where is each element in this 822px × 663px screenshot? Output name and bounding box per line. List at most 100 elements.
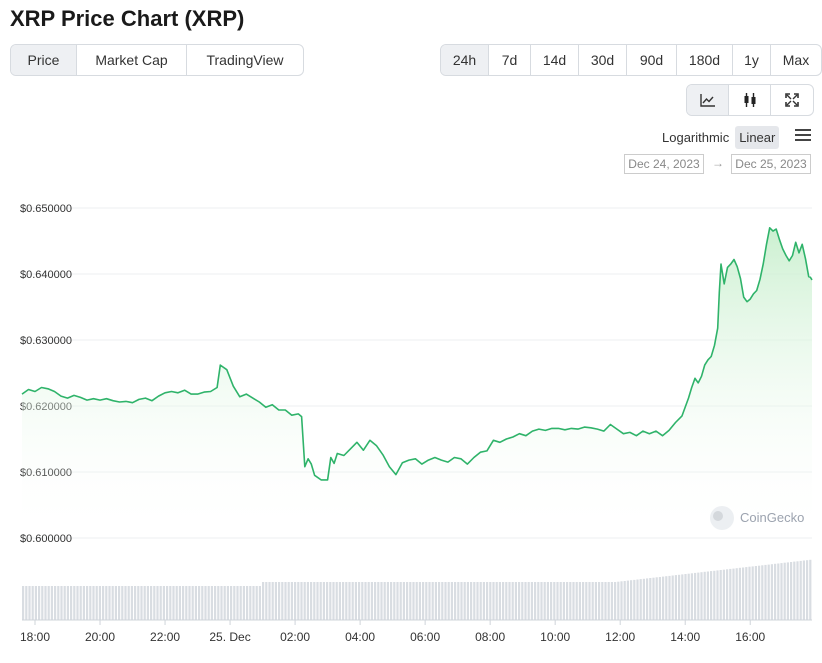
volume-bar (303, 582, 306, 620)
volume-bar (489, 582, 492, 620)
volume-bar (166, 586, 169, 620)
volume-bar (230, 586, 233, 620)
volume-bar (780, 563, 783, 620)
price-area (22, 227, 812, 539)
volume-bar (486, 582, 489, 620)
time-range-selector: 24h 7d 14d 30d 90d 180d 1y Max (440, 44, 822, 76)
volume-bar (703, 571, 706, 620)
volume-bar (121, 586, 124, 620)
volume-bar (758, 565, 761, 620)
volume-bar (351, 582, 354, 620)
volume-bar (476, 582, 479, 620)
volume-bar (63, 586, 66, 620)
date-from-field[interactable]: Dec 24, 2023 (624, 154, 704, 174)
volume-bar (114, 586, 117, 620)
volume-bar (31, 586, 34, 620)
scale-logarithmic[interactable]: Logarithmic (662, 130, 730, 145)
volume-bar (633, 579, 636, 620)
volume-bar (284, 582, 287, 620)
volume-bar (610, 582, 613, 620)
volume-bar (201, 586, 204, 620)
range-max[interactable]: Max (782, 52, 810, 68)
tab-price[interactable]: Price (11, 45, 77, 75)
volume-bar (514, 582, 517, 620)
date-to-field[interactable]: Dec 25, 2023 (731, 154, 811, 174)
volume-bar (140, 586, 143, 620)
range-180d[interactable]: 180d (677, 45, 733, 75)
x-axis-labels: 18:00 20:00 22:00 25. Dec 02:00 04:00 06:00 08:… (20, 620, 766, 644)
volume-bar (236, 586, 239, 620)
volume-bar (390, 582, 393, 620)
volume-bar (268, 582, 271, 620)
volume-bar (655, 577, 658, 620)
volume-bar (146, 586, 149, 620)
range-14d[interactable]: 14d (531, 45, 579, 75)
x-tick-label: 06:00 (410, 630, 440, 644)
volume-bar (226, 586, 229, 620)
volume-bar (751, 566, 754, 620)
volume-bar (105, 586, 108, 620)
volume-bar (220, 586, 223, 620)
volume-bar (572, 582, 575, 620)
range-90d[interactable]: 90d (627, 45, 677, 75)
volume-bar (233, 586, 236, 620)
range-7d[interactable]: 7d (489, 45, 531, 75)
volume-bar (594, 582, 597, 620)
tab-tradingview[interactable]: TradingView (206, 52, 284, 68)
volume-bar (687, 573, 690, 620)
scale-linear[interactable]: Linear (735, 126, 780, 149)
volume-bar (290, 582, 293, 620)
volume-bar (185, 586, 188, 620)
range-1y[interactable]: 1y (733, 45, 771, 75)
volume-bar (342, 582, 345, 620)
volume-bar (271, 582, 274, 620)
y-tick-label: $0.650000 (20, 203, 72, 215)
coingecko-watermark: CoinGecko (710, 506, 804, 530)
volume-bar (441, 582, 444, 620)
volume-bar (649, 578, 652, 620)
volume-bar (102, 586, 105, 620)
volume-bar (246, 586, 249, 620)
volume-bar (770, 564, 773, 620)
volume-bar (326, 582, 329, 620)
volume-bar (684, 574, 687, 620)
line-chart-button[interactable] (687, 85, 729, 115)
x-tick-label: 04:00 (345, 630, 375, 644)
volume-bar (505, 582, 508, 620)
volume-bar (726, 569, 729, 620)
x-tick-label: 22:00 (150, 630, 180, 644)
tab-market-cap[interactable]: Market Cap (77, 45, 187, 75)
volume-bar (735, 568, 738, 620)
volume-bar (258, 586, 261, 620)
volume-bar (422, 582, 425, 620)
volume-bar (374, 582, 377, 620)
volume-bar (57, 586, 60, 620)
volume-bar (402, 582, 405, 620)
volume-bar (274, 582, 277, 620)
chart-type-selector (686, 84, 814, 116)
candlestick-chart-button[interactable] (729, 85, 771, 115)
volume-bar (617, 581, 620, 620)
volume-bar (364, 582, 367, 620)
x-tick-label: 14:00 (670, 630, 700, 644)
expand-icon (785, 93, 799, 107)
volume-bar (66, 586, 69, 620)
volume-bar (540, 582, 543, 620)
volume-bar (642, 578, 645, 620)
volume-bar (287, 582, 290, 620)
volume-bar (783, 562, 786, 620)
watermark-text: CoinGecko (740, 510, 804, 525)
volume-bar (678, 574, 681, 620)
volume-bar (527, 582, 530, 620)
volume-bar (162, 586, 165, 620)
volume-bar (425, 582, 428, 620)
volume-bar (380, 582, 383, 620)
volume-bar (790, 562, 793, 620)
range-24h[interactable]: 24h (441, 45, 489, 75)
fullscreen-button[interactable] (771, 85, 813, 115)
volume-bar (665, 576, 668, 620)
chart-menu-icon[interactable] (795, 129, 811, 141)
volume-bar (300, 582, 303, 620)
range-30d[interactable]: 30d (579, 45, 627, 75)
volume-bar (774, 563, 777, 620)
